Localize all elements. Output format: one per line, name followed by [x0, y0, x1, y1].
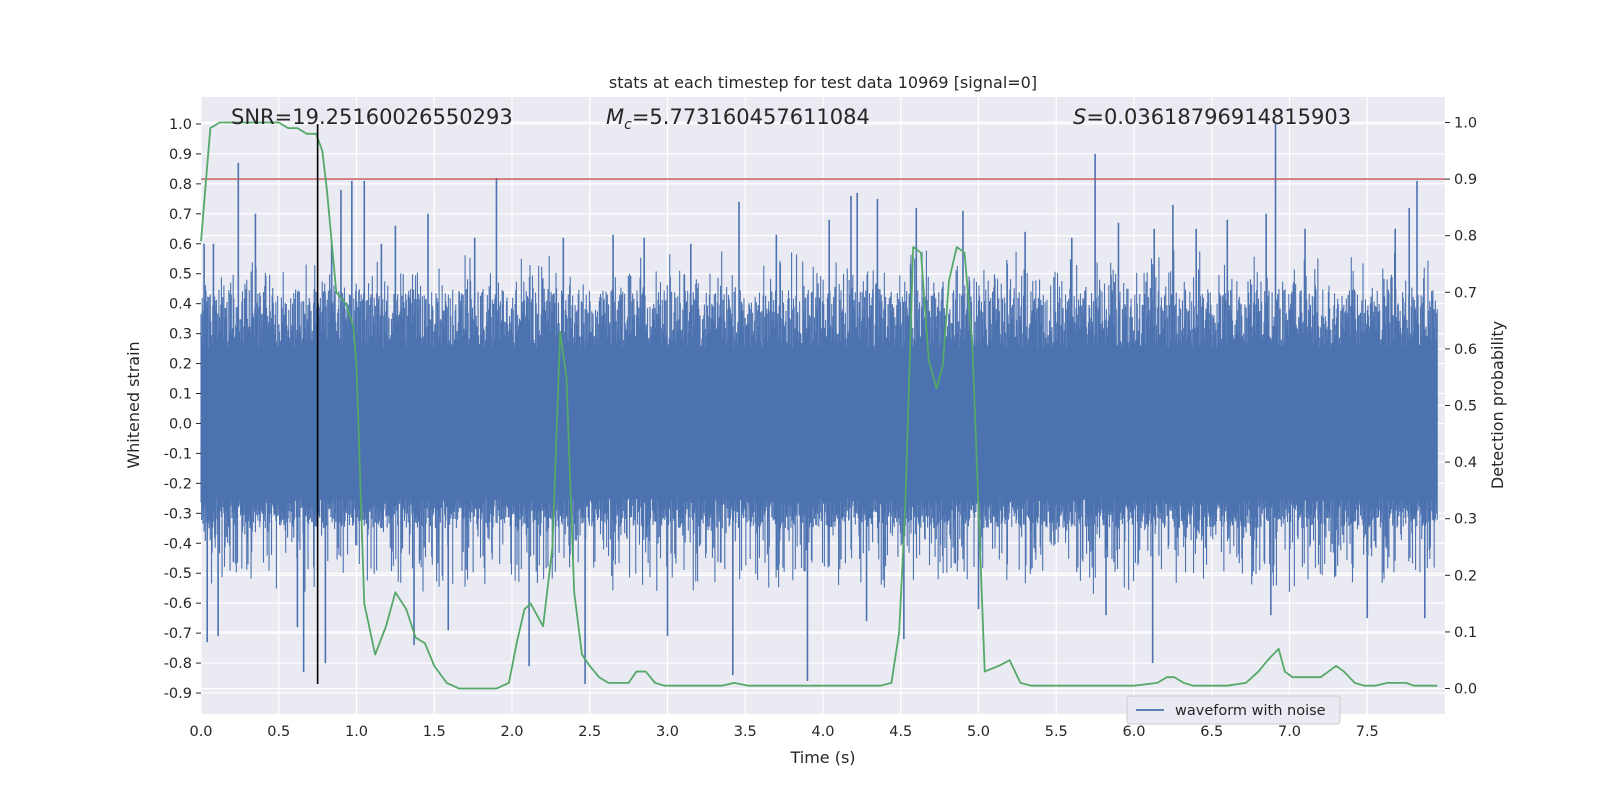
- snr-annotation: SNR=19.25160026550293: [231, 105, 513, 129]
- y-left-tick-label: -0.5: [164, 566, 192, 582]
- y-left-tick-label: 0.3: [169, 327, 192, 343]
- waveform-series: [200, 123, 1438, 685]
- s-symbol: S: [1073, 105, 1086, 129]
- x-tick-label: 0.5: [267, 724, 290, 740]
- y-left-tick-label: -0.2: [164, 476, 192, 492]
- chirp-mass-symbol: M: [606, 105, 624, 129]
- axis-ticks: 0.0 0.5 1.0 1.5 2.0 2.5 3.0 3.5 4.0 4.5 5.0 5.5 6.0 6…: [164, 115, 1477, 740]
- y-axis-label-right: Detection probability: [1488, 321, 1507, 489]
- y-left-tick-label: 0.4: [169, 297, 192, 313]
- y-axis-label-left: Whitened strain: [124, 341, 143, 468]
- x-tick-label: 7.5: [1356, 724, 1379, 740]
- x-tick-label: 4.5: [889, 724, 912, 740]
- y-left-tick-label: -0.1: [164, 446, 192, 462]
- y-left-tick-label: 0.9: [169, 147, 192, 163]
- y-right-tick-label: 0.8: [1454, 229, 1477, 245]
- y-left-tick-label: -0.7: [164, 626, 192, 642]
- probability-series: [200, 121, 1438, 690]
- legend-entry-waveform: waveform with noise: [1175, 703, 1326, 719]
- y-right-tick-label: 0.7: [1454, 285, 1477, 301]
- s-value: =0.03618796914815903: [1086, 105, 1351, 129]
- y-left-tick-label: -0.3: [164, 506, 192, 522]
- y-left-tick-label: 0.2: [169, 357, 192, 373]
- s-annotation: S=0.03618796914815903: [1073, 105, 1351, 129]
- x-axis-label: Time (s): [789, 748, 855, 767]
- y-right-tick-label: 0.5: [1454, 399, 1477, 415]
- x-tick-label: 6.5: [1200, 724, 1223, 740]
- y-left-tick-label: -0.8: [164, 656, 192, 672]
- x-tick-label: 0.0: [189, 724, 212, 740]
- y-left-tick-label: -0.4: [164, 536, 192, 552]
- waveform-line: [200, 250, 1438, 594]
- y-right-tick-label: 0.9: [1454, 172, 1477, 188]
- x-tick-label: 7.0: [1278, 724, 1301, 740]
- chirp-mass-annotation: Mc=5.773160457611084: [606, 105, 870, 133]
- y-right-tick-label: 0.4: [1454, 455, 1477, 471]
- y-left-tick-label: 0.0: [169, 416, 192, 432]
- x-tick-label: 1.5: [423, 724, 446, 740]
- legend-box: [1126, 695, 1341, 725]
- y-right-tick-label: 1.0: [1454, 115, 1477, 131]
- y-left-tick-label: 0.5: [169, 267, 192, 283]
- y-right-tick-label: 0.0: [1454, 682, 1477, 698]
- y-right-tick-label: 0.2: [1454, 568, 1477, 584]
- y-right-tick-label: 0.6: [1454, 342, 1477, 358]
- chirp-mass-subscript: c: [624, 117, 632, 133]
- x-tick-label: 2.5: [578, 724, 601, 740]
- y-left-tick-label: -0.9: [164, 686, 192, 702]
- probability-line: [200, 121, 1438, 690]
- x-tick-label: 2.0: [500, 724, 523, 740]
- y-left-tick-label: 0.1: [169, 387, 192, 403]
- y-left-tick-label: 0.7: [169, 207, 192, 223]
- y-right-tick-label: 0.1: [1454, 625, 1477, 641]
- chart-title: stats at each timestep for test data 109…: [609, 73, 1037, 92]
- x-tick-label: 5.0: [967, 724, 990, 740]
- y-right-tick-label: 0.3: [1454, 512, 1477, 528]
- x-tick-label: 6.0: [1122, 724, 1145, 740]
- x-tick-label: 3.5: [734, 724, 757, 740]
- y-left-tick-label: 1.0: [169, 117, 192, 133]
- y-left-tick-label: 0.6: [169, 237, 192, 253]
- x-tick-label: 5.5: [1045, 724, 1068, 740]
- x-tick-label: 4.0: [811, 724, 834, 740]
- x-tick-label: 1.0: [345, 724, 368, 740]
- legend: waveform with noise: [1126, 695, 1341, 725]
- chirp-mass-value: =5.773160457611084: [632, 105, 870, 129]
- y-left-tick-label: 0.8: [169, 177, 192, 193]
- y-left-tick-label: -0.6: [164, 596, 192, 612]
- x-tick-label: 3.0: [656, 724, 679, 740]
